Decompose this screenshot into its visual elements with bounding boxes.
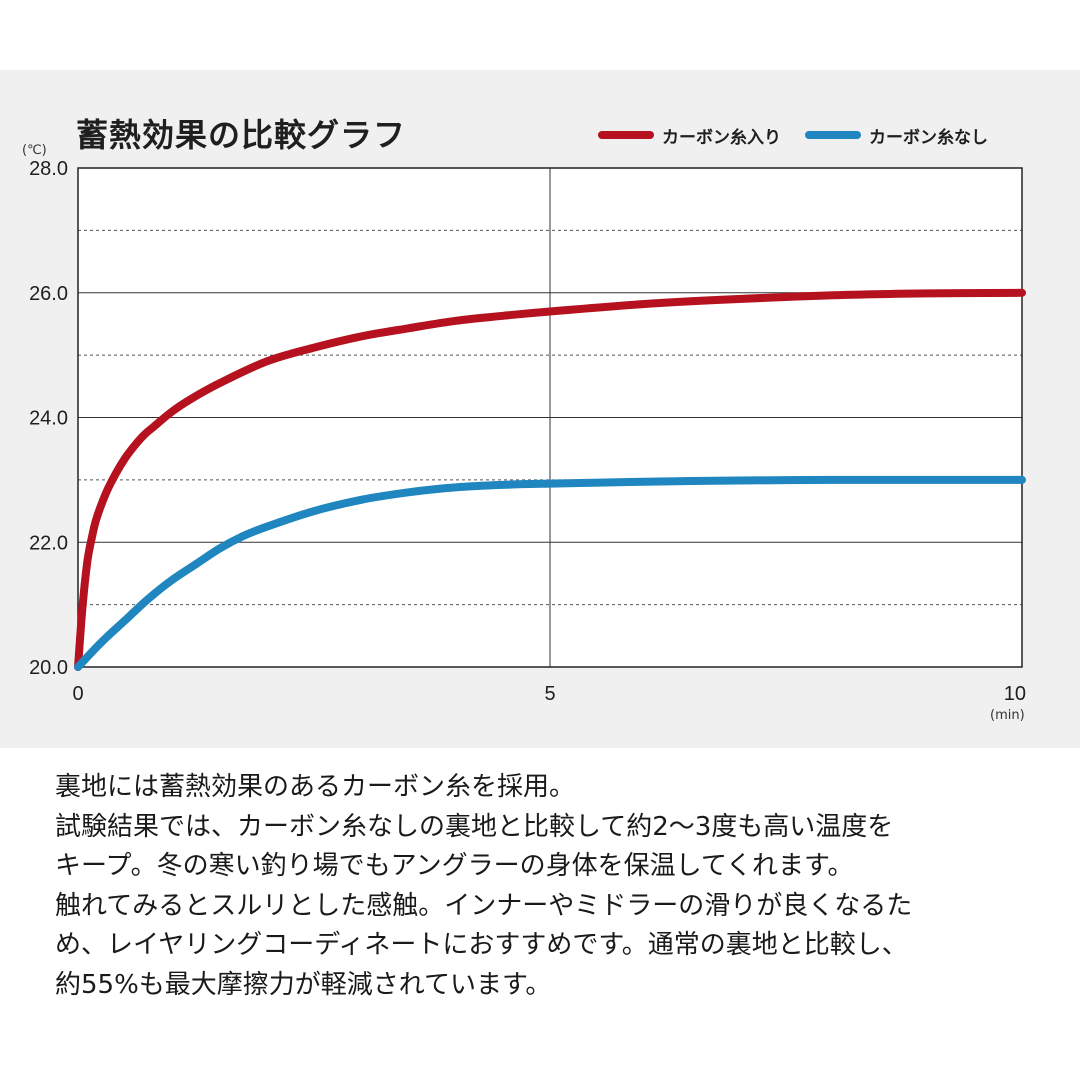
y-tick-label: 26.0	[29, 283, 68, 305]
description-line: 約55%も最大摩擦力が軽減されています。	[55, 969, 552, 1000]
description-text: 裏地には蓄熱効果のあるカーボン糸を採用。 試験結果では、カーボン糸なしの裏地と比…	[55, 768, 1045, 1005]
y-axis-unit: (℃)	[22, 143, 47, 158]
description-line: 裏地には蓄熱効果のあるカーボン糸を採用。	[55, 772, 576, 802]
x-tick-label: 0	[72, 683, 83, 705]
description-line: 試験結果では、カーボン糸なしの裏地と比較して約2〜3度も高い温度を	[55, 811, 894, 842]
legend-swatch-no-carbon	[805, 131, 861, 139]
y-tick-label: 22.0	[29, 532, 68, 554]
x-tick-label: 10	[1004, 683, 1026, 705]
legend-item-no-carbon: カーボン糸なし	[805, 123, 988, 148]
legend-item-carbon: カーボン糸入り	[598, 123, 781, 148]
plot-frame	[77, 167, 1023, 668]
legend-swatch-carbon	[598, 131, 654, 139]
y-tick-label: 28.0	[29, 158, 68, 180]
description-line: キープ。冬の寒い釣り場でもアングラーの身体を保温してくれます。	[55, 851, 854, 881]
series-line-carbon	[74, 288, 1026, 671]
legend-label-carbon: カーボン糸入り	[662, 127, 781, 148]
legend-label-no-carbon: カーボン糸なし	[869, 127, 988, 148]
temperature-line-chart: 20.0 22.0 24.0 26.0 28.0 0 5 10	[29, 158, 1026, 705]
x-axis-unit: (min)	[990, 708, 1025, 723]
chart-legend: カーボン糸入り カーボン糸なし	[574, 122, 988, 148]
x-tick-label: 5	[544, 683, 555, 705]
series-line-no-carbon	[74, 475, 1026, 671]
y-tick-label: 20.0	[29, 657, 68, 679]
description-line: め、レイヤリングコーディネートにおすすめです。通常の裏地と比較し、	[55, 930, 908, 960]
description-line: 触れてみるとスルリとした感触。インナーやミドラーの滑りが良くなるた	[55, 890, 913, 921]
y-tick-label: 24.0	[29, 408, 68, 430]
chart-title: 蓄熱効果の比較グラフ	[76, 116, 407, 154]
